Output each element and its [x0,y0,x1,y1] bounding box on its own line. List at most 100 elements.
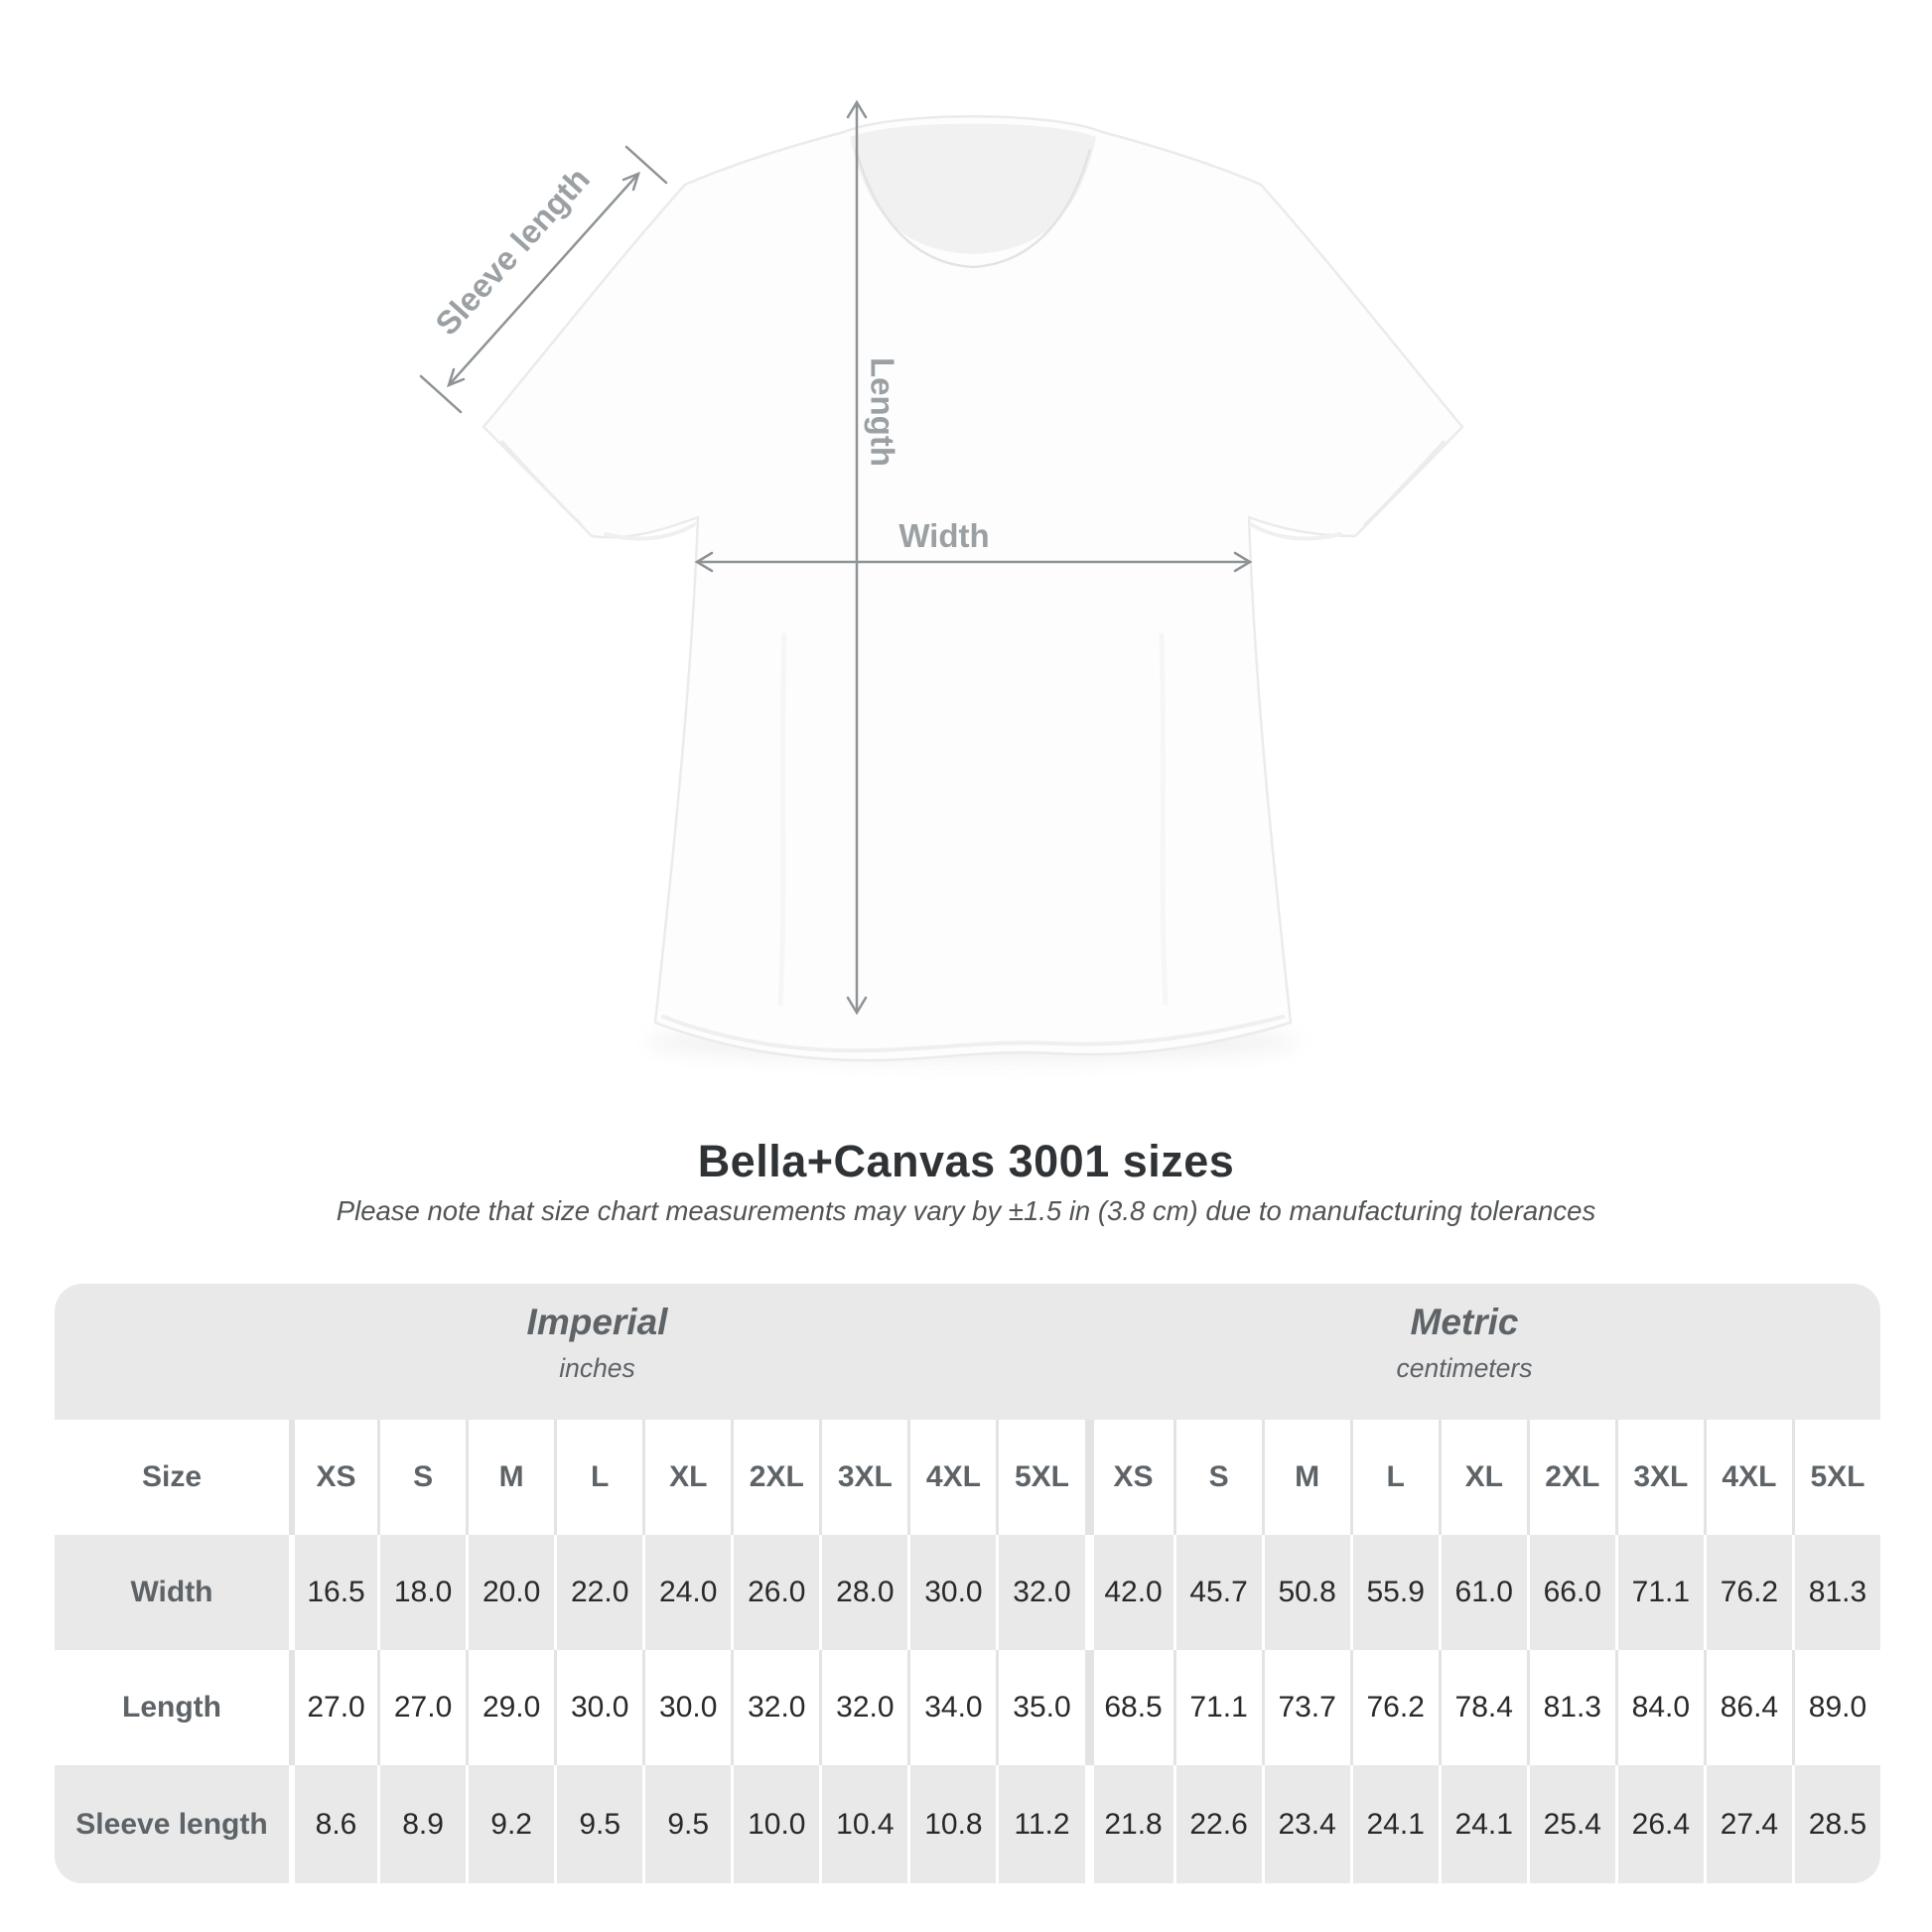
value-cell: 61.0 [1438,1535,1527,1650]
value-cell: 24.1 [1349,1765,1439,1883]
width-arrowhead-left [694,551,714,573]
tshirt-diagram: Sleeve length Length Width [419,99,1464,1062]
value-cell: 10.4 [819,1765,907,1883]
imperial-unit: inches [559,1353,635,1383]
metric-unit: centimeters [1396,1353,1533,1383]
value-cell: 20.0 [466,1535,554,1650]
sleeve-length-row: Sleeve length 8.6 8.9 9.2 9.5 9.5 10.0 1… [55,1765,1880,1883]
size-header-cell: Size [141,1460,203,1493]
row-label: Width [130,1576,213,1608]
size-col-header: L [554,1420,642,1535]
size-col-header: 5XL [996,1420,1084,1535]
value-cell: 30.0 [907,1535,996,1650]
value-cell: 9.2 [466,1765,554,1883]
value-cell: 42.0 [1084,1535,1173,1650]
value-cell: 22.0 [554,1535,642,1650]
value-cell: 27.0 [289,1650,377,1765]
length-arrowhead-bottom [846,996,868,1016]
imperial-header: Imperial inches [55,1284,1084,1420]
value-cell: 35.0 [996,1650,1084,1765]
size-header-row: Size XS S M L XL 2XL 3XL 4XL 5XL XS S M … [55,1420,1880,1535]
value-cell: 11.2 [996,1765,1084,1883]
value-cell: 76.2 [1703,1535,1792,1650]
value-cell: 86.4 [1703,1650,1792,1765]
value-cell: 18.0 [377,1535,466,1650]
value-cell: 26.4 [1614,1765,1704,1883]
value-cell: 55.9 [1349,1535,1439,1650]
sleeve-length-line [447,172,640,387]
value-cell: 81.3 [1526,1650,1615,1765]
value-cell: 26.0 [731,1535,819,1650]
value-cell: 32.0 [731,1650,819,1765]
value-cell: 24.1 [1438,1765,1527,1883]
page-subtitle: Please note that size chart measurements… [336,1195,1596,1226]
page-title: Bella+Canvas 3001 sizes [697,1136,1235,1186]
value-cell: 71.1 [1614,1535,1704,1650]
value-cell: 24.0 [642,1535,731,1650]
value-cell: 21.8 [1084,1765,1173,1883]
value-cell: 28.5 [1791,1765,1880,1883]
dimension-lines [419,99,1253,1016]
size-col-header: 2XL [1526,1420,1615,1535]
value-cell: 23.4 [1261,1765,1350,1883]
size-col-header: S [1173,1420,1262,1535]
tshirt-body [482,115,1464,1062]
size-col-header: 5XL [1791,1420,1880,1535]
size-col-header: 4XL [907,1420,996,1535]
unit-header-band: Imperial inches Metric centimeters [55,1284,1880,1420]
value-cell: 73.7 [1261,1650,1350,1765]
value-cell: 71.1 [1173,1650,1262,1765]
metric-header: Metric centimeters [1084,1284,1880,1420]
size-col-header: M [466,1420,554,1535]
collar-band-seam [854,148,1092,269]
sleeve-end-tick-bottom [419,374,463,414]
width-label: Width [898,517,989,554]
metric-title: Metric [1410,1302,1519,1342]
size-col-header: XL [1438,1420,1527,1535]
value-cell: 29.0 [466,1650,554,1765]
size-col-header: XS [1084,1420,1173,1535]
value-cell: 8.6 [289,1765,377,1883]
value-cell: 27.0 [377,1650,466,1765]
length-label: Length [865,357,901,467]
value-cell: 28.0 [819,1535,907,1650]
value-cell: 32.0 [819,1650,907,1765]
size-table: Imperial inches Metric centimeters Size … [55,1284,1880,1883]
value-cell: 27.4 [1703,1765,1792,1883]
row-label: Sleeve length [75,1807,268,1841]
value-cell: 76.2 [1349,1650,1439,1765]
sleeve-arrowhead-bottom [447,367,466,388]
value-cell: 30.0 [554,1650,642,1765]
value-cell: 68.5 [1084,1650,1173,1765]
value-cell: 22.6 [1173,1765,1262,1883]
size-col-header: L [1349,1420,1439,1535]
sleeve-arrowhead-top [621,171,640,192]
width-arrowhead-right [1233,551,1253,573]
value-cell: 32.0 [996,1535,1084,1650]
value-cell: 30.0 [642,1650,731,1765]
value-cell: 10.0 [731,1765,819,1883]
value-cell: 84.0 [1614,1650,1704,1765]
value-cell: 78.4 [1438,1650,1527,1765]
size-col-header: S [377,1420,466,1535]
sleeve-end-tick-top [624,145,668,185]
row-label: Length [122,1691,221,1724]
size-col-header: 2XL [731,1420,819,1535]
fabric-folds [500,440,1446,1053]
size-col-header: 3XL [1614,1420,1704,1535]
value-cell: 25.4 [1526,1765,1615,1883]
width-row: Width 16.5 18.0 20.0 22.0 24.0 26.0 28.0… [55,1535,1880,1650]
value-cell: 9.5 [554,1765,642,1883]
imperial-title: Imperial [526,1302,668,1342]
value-cell: 9.5 [642,1765,731,1883]
value-cell: 10.8 [907,1765,996,1883]
value-cell: 81.3 [1791,1535,1880,1650]
value-cell: 8.9 [377,1765,466,1883]
length-arrowhead-top [846,99,868,119]
size-col-header: 3XL [819,1420,907,1535]
value-cell: 16.5 [289,1535,377,1650]
value-cell: 34.0 [907,1650,996,1765]
size-col-header: XS [289,1420,377,1535]
value-cell: 50.8 [1261,1535,1350,1650]
